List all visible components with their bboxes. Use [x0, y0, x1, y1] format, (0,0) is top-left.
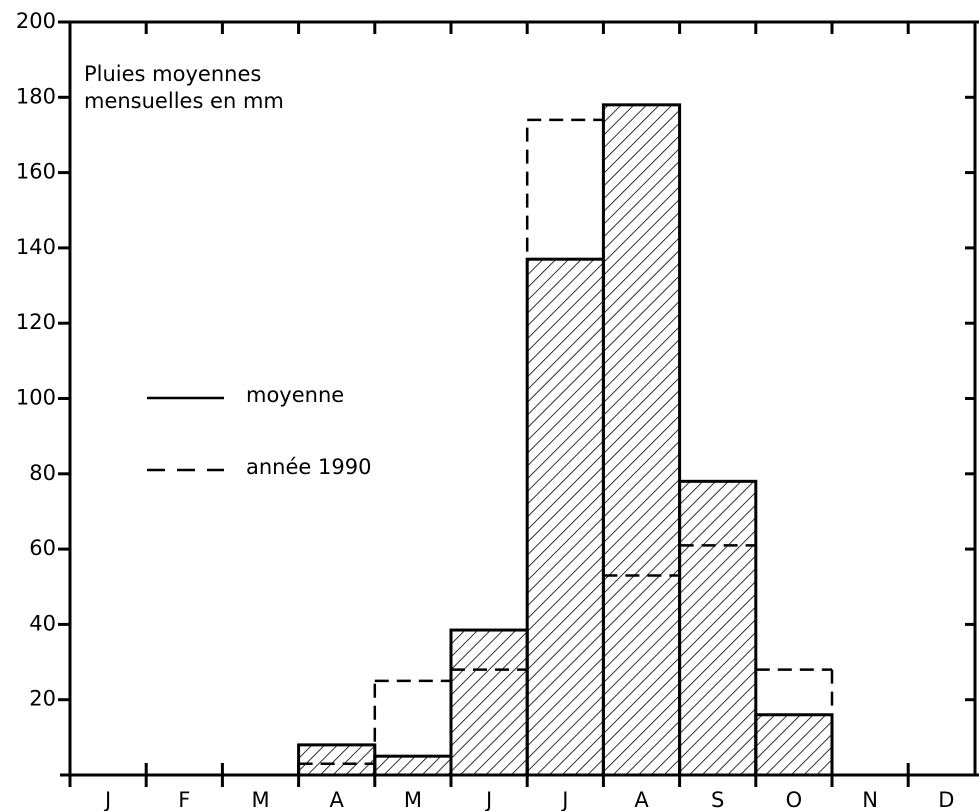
bar [601, 103, 682, 777]
y-tick-label: 160 [16, 160, 56, 184]
chart-title: Pluies moyennes [84, 62, 261, 86]
bar [754, 713, 834, 777]
y-tick-label: 200 [16, 9, 56, 33]
y-tick-label: 60 [29, 536, 56, 560]
x-tick-label: J [560, 788, 568, 811]
y-tick-label: 40 [29, 611, 56, 635]
y-tick-label: 180 [16, 84, 56, 108]
bar [525, 257, 605, 777]
y-tick-label: 80 [29, 461, 56, 485]
bar [297, 743, 377, 777]
y-tick-label: 20 [29, 687, 56, 711]
bar [449, 628, 529, 777]
legend-label: année 1990 [246, 455, 371, 479]
legend-label: moyenne [246, 383, 344, 407]
x-tick-label: M [404, 788, 422, 811]
x-tick-label: A [634, 788, 649, 811]
y-tick-label: 100 [16, 386, 56, 410]
bar [678, 479, 758, 777]
x-tick-label: S [711, 788, 724, 811]
x-tick-label: J [103, 788, 111, 811]
x-tick-label: F [178, 788, 190, 811]
y-tick-label: 140 [16, 235, 56, 259]
chart-title: mensuelles en mm [84, 89, 284, 113]
x-tick-label: J [484, 788, 492, 811]
x-tick-label: A [330, 788, 345, 811]
x-tick-label: M [251, 788, 269, 811]
bar [373, 754, 453, 777]
x-tick-label: D [938, 788, 954, 811]
x-tick-label: N [862, 788, 878, 811]
x-tick-label: O [786, 788, 803, 811]
y-tick-label: 120 [16, 310, 56, 334]
